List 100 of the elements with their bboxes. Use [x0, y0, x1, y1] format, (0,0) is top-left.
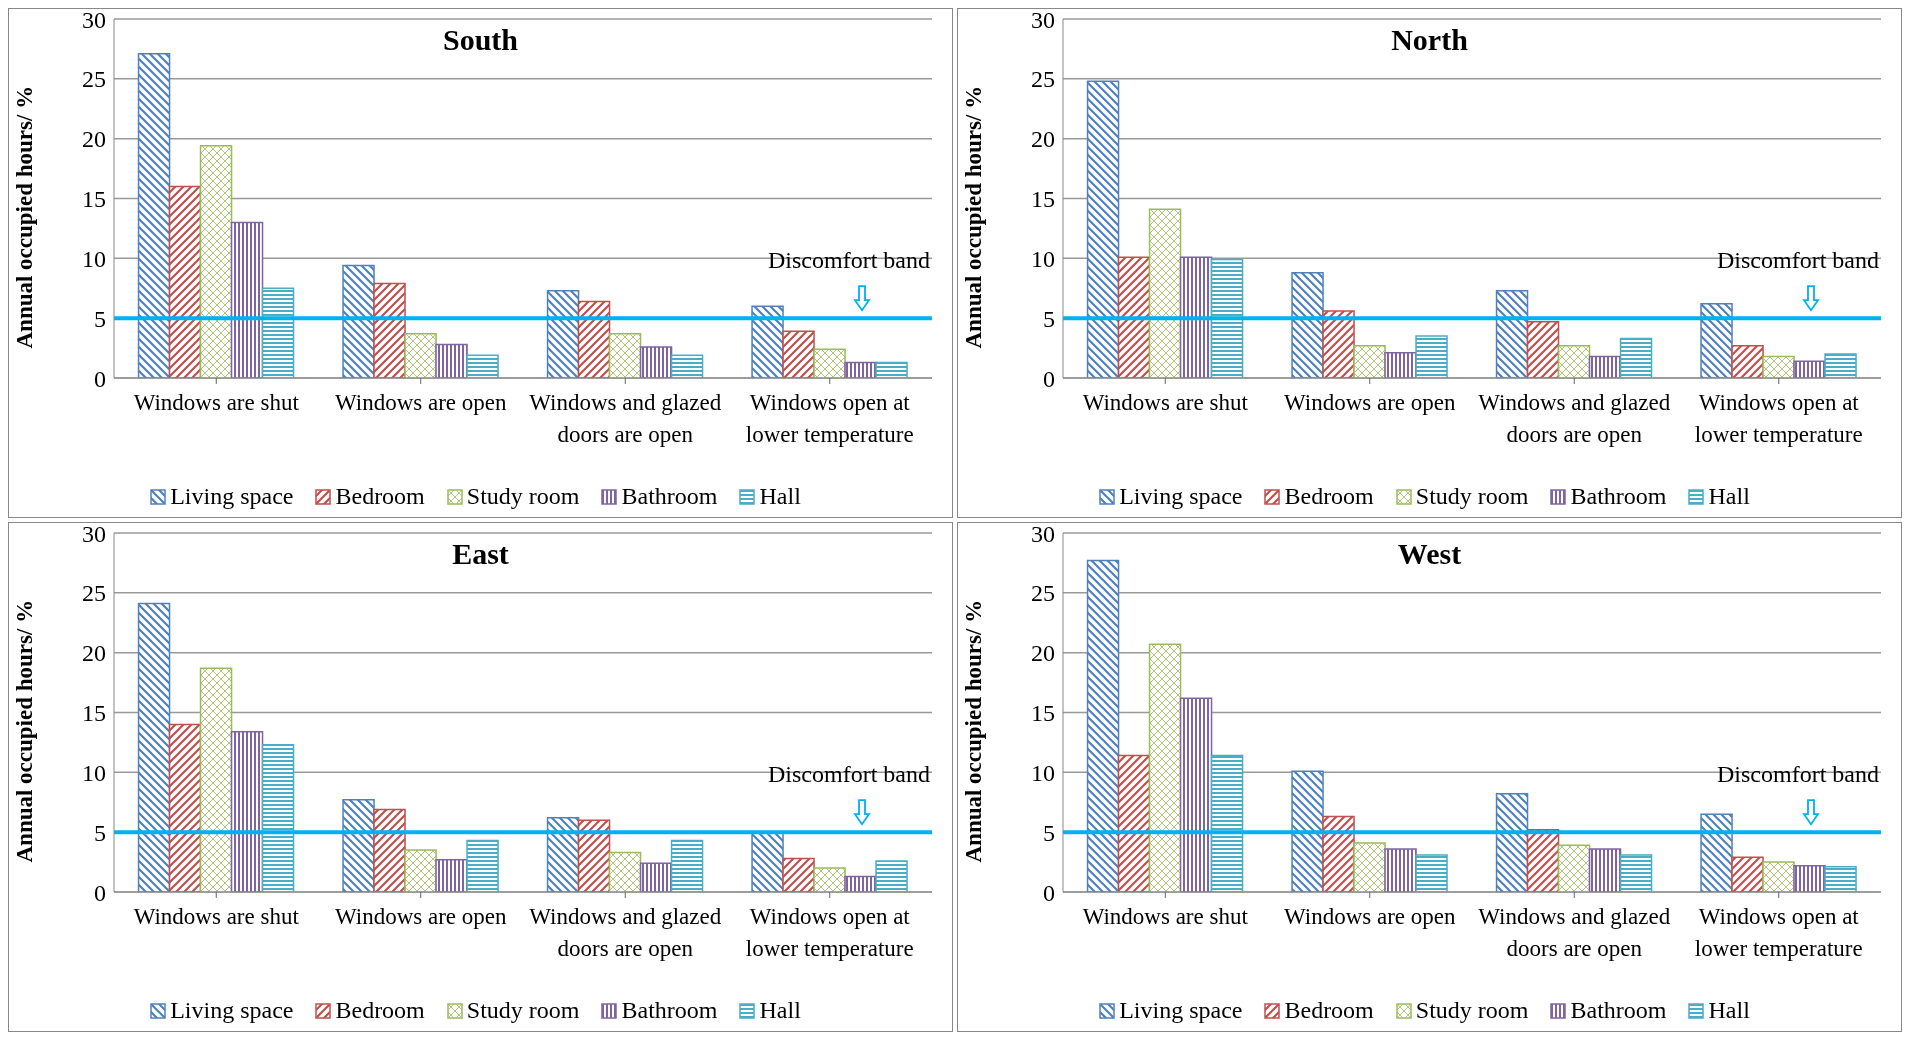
- bar: [1557, 844, 1591, 892]
- bar: [577, 300, 611, 378]
- bar: [1619, 337, 1653, 378]
- y-tick-label: 20: [82, 640, 106, 667]
- bar: [1322, 815, 1355, 892]
- y-tick-label: 20: [1031, 640, 1055, 667]
- ref-line-label: Discomfort band: [1717, 247, 1879, 274]
- bar: [1117, 256, 1151, 378]
- y-tick-label: 5: [94, 819, 106, 846]
- y-tick-label: 15: [1031, 186, 1055, 213]
- y-tick-label: 20: [82, 126, 106, 153]
- y-tick-label: 15: [82, 700, 106, 727]
- bar: [1415, 854, 1448, 892]
- bar: [782, 330, 815, 378]
- legend-label: Living space: [1119, 483, 1243, 510]
- y-tick-label: 30: [1031, 520, 1055, 547]
- bar: [1731, 344, 1764, 378]
- bar: [168, 723, 202, 892]
- legend-label: Living space: [1119, 997, 1243, 1024]
- legend-label: Bedroom: [1284, 997, 1374, 1024]
- x-tick-label: Windows are shut: [133, 390, 300, 416]
- bar: [1384, 352, 1417, 378]
- bar: [199, 145, 233, 378]
- bar: [1762, 355, 1795, 378]
- x-tick-label: Windows are open: [1283, 390, 1457, 416]
- legend-label: Hall: [1708, 997, 1750, 1024]
- bar: [261, 287, 295, 378]
- legend-label: Study room: [466, 997, 580, 1024]
- y-tick-label: 25: [82, 66, 106, 93]
- bar: [466, 354, 499, 378]
- y-tick-label: 10: [1031, 245, 1055, 272]
- bar: [1179, 256, 1213, 378]
- y-axis-title: Annual occupied hours/ %: [961, 599, 987, 863]
- bar: [373, 282, 406, 378]
- x-tick-label: Windows and glazed doors are open: [529, 390, 722, 448]
- bar: [435, 343, 468, 378]
- bar: [1086, 80, 1120, 378]
- y-tick-label: 5: [94, 305, 106, 332]
- bar: [1210, 754, 1244, 892]
- y-tick-label: 25: [82, 580, 106, 607]
- bar: [1322, 310, 1355, 378]
- y-axis-title: Annual occupied hours/ %: [961, 85, 987, 349]
- bar: [137, 52, 171, 378]
- bar: [1210, 258, 1244, 378]
- bar: [782, 857, 815, 892]
- bar: [1148, 208, 1182, 378]
- legend-label: Living space: [170, 483, 294, 510]
- ref-line-label: Discomfort band: [1717, 761, 1879, 788]
- bar: [1353, 842, 1386, 892]
- legend-label: Study room: [1415, 997, 1529, 1024]
- legend-label: Hall: [759, 483, 801, 510]
- y-tick-label: 15: [1031, 700, 1055, 727]
- bar: [608, 332, 642, 378]
- legend-label: Bedroom: [1284, 483, 1374, 510]
- x-tick-label: Windows and glazed doors are open: [1478, 390, 1671, 448]
- y-tick-label: 25: [1031, 66, 1055, 93]
- bar: [639, 862, 673, 892]
- bar: [1495, 289, 1529, 378]
- bar: [168, 185, 202, 378]
- x-tick-label: Windows open at lower temperature: [745, 904, 914, 962]
- x-tick-label: Windows are open: [1283, 904, 1457, 930]
- bar: [875, 860, 908, 892]
- bar: [639, 346, 673, 378]
- y-tick-label: 5: [1043, 305, 1055, 332]
- bar: [1291, 271, 1324, 378]
- bar: [1762, 861, 1795, 892]
- y-tick-label: 0: [94, 879, 106, 906]
- bar: [1117, 754, 1151, 892]
- y-tick-label: 10: [82, 245, 106, 272]
- legend-label: Hall: [1708, 483, 1750, 510]
- y-tick-label: 30: [82, 6, 106, 33]
- bar: [466, 839, 499, 892]
- bar: [1148, 643, 1182, 892]
- legend-label: Bathroom: [1570, 997, 1667, 1024]
- legend-label: Hall: [759, 997, 801, 1024]
- bar: [1824, 353, 1857, 378]
- x-tick-label: Windows open at lower temperature: [745, 390, 914, 448]
- bar: [373, 808, 406, 892]
- x-tick-label: Windows and glazed doors are open: [1478, 904, 1671, 962]
- bar: [230, 730, 264, 892]
- bar: [1086, 559, 1120, 892]
- bar: [813, 867, 846, 892]
- bar: [577, 819, 611, 892]
- bar: [1557, 344, 1591, 378]
- bar: [404, 849, 437, 892]
- x-tick-label: Windows open at lower temperature: [1694, 390, 1863, 448]
- bar: [1588, 848, 1622, 892]
- bar: [1526, 321, 1560, 378]
- bar: [1619, 854, 1653, 892]
- x-tick-label: Windows are shut: [1082, 904, 1249, 930]
- bar: [1415, 335, 1448, 378]
- bar: [1384, 848, 1417, 892]
- y-tick-label: 10: [82, 759, 106, 786]
- x-tick-label: Windows open at lower temperature: [1694, 904, 1863, 962]
- bar: [1291, 770, 1324, 892]
- bar: [1179, 697, 1213, 892]
- ref-line-label: Discomfort band: [768, 761, 930, 788]
- legend-label: Study room: [466, 483, 580, 510]
- chart-title: South: [442, 23, 519, 56]
- bar: [1793, 864, 1826, 892]
